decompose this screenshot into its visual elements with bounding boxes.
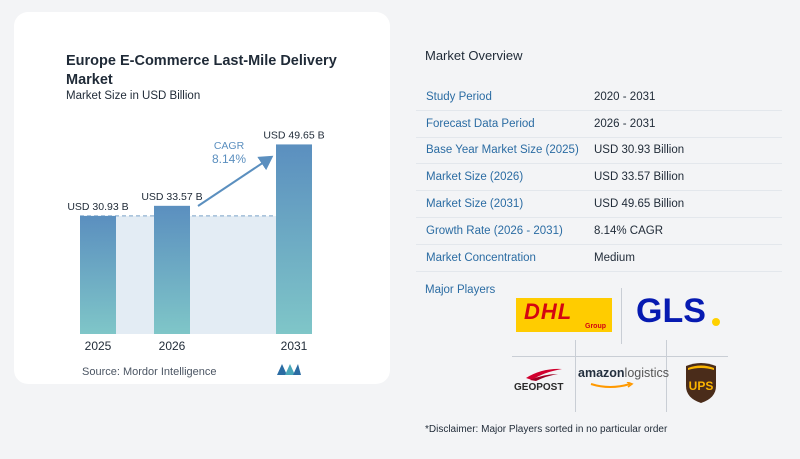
disclaimer: *Disclaimer: Major Players sorted in no … <box>425 424 668 435</box>
tick-label-2031: 2031 <box>281 339 308 353</box>
dhl-logo-text: DHL <box>524 299 573 324</box>
table-row: Market Concentration Medium <box>416 245 782 272</box>
tick-label-2025: 2025 <box>85 339 112 353</box>
cagr-label: CAGR <box>214 140 245 152</box>
logo-divider <box>512 356 728 357</box>
amazon-logistics-text: logistics <box>624 366 670 380</box>
bar-2026 <box>154 205 190 334</box>
bar-chart: USD 30.93 B 2025 USD 33.57 B 2026 USD 49.65 … <box>67 129 324 353</box>
amazon-logistics-logo: amazonlogistics <box>578 366 669 380</box>
row-label: Market Size (2026) <box>426 171 524 184</box>
table-row: Growth Rate (2026 - 2031) 8.14% CAGR <box>416 218 782 245</box>
row-label: Market Size (2031) <box>426 198 524 211</box>
row-value: USD 49.65 Billion <box>594 198 685 211</box>
table-row: Study Period 2020 - 2031 <box>416 84 782 111</box>
tick-label-2026: 2026 <box>159 339 186 353</box>
dhl-logo-sub: Group <box>585 323 606 330</box>
chart-subtitle: Market Size in USD Billion <box>66 90 201 102</box>
row-value: USD 33.57 Billion <box>594 171 685 184</box>
cagr-arrow <box>197 155 274 207</box>
row-label: Base Year Market Size (2025) <box>426 144 579 157</box>
row-value: Medium <box>594 251 635 264</box>
ups-logo-text: UPS <box>689 379 714 393</box>
logo-divider <box>621 288 622 344</box>
gls-dot-icon <box>712 318 720 326</box>
row-value: USD 30.93 Billion <box>594 144 685 157</box>
ups-logo: UPS <box>686 363 716 403</box>
table-row: Market Size (2026) USD 33.57 Billion <box>416 164 782 192</box>
row-value: 2026 - 2031 <box>594 117 656 130</box>
amazon-smile-icon <box>590 382 634 388</box>
geopost-logo: GEOPOST <box>514 382 564 393</box>
gls-logo: GLS <box>636 292 706 330</box>
source-note: Source: Mordor Intelligence <box>82 366 217 378</box>
row-label: Growth Rate (2026 - 2031) <box>426 224 563 237</box>
row-value: 2020 - 2031 <box>594 90 656 103</box>
row-value: 8.14% CAGR <box>594 224 664 237</box>
row-label: Market Concentration <box>426 251 536 264</box>
major-players-title: Major Players <box>425 284 496 296</box>
row-label: Forecast Data Period <box>426 117 535 130</box>
amazon-logo-text: amazon <box>578 366 625 380</box>
data-label-2031: USD 49.65 B <box>263 129 324 141</box>
data-label-2026: USD 33.57 B <box>141 191 202 203</box>
table-row: Forecast Data Period 2026 - 2031 <box>416 111 782 138</box>
dhl-logo: DHL Group <box>516 298 612 332</box>
logo-divider <box>666 340 667 412</box>
table-row: Base Year Market Size (2025) USD 30.93 B… <box>416 138 782 165</box>
bar-2031 <box>276 144 312 334</box>
forecast-shade <box>80 215 312 334</box>
logo-divider <box>575 340 576 412</box>
chart-title: Europe E-Commerce Last-Mile Delivery Mar… <box>66 53 337 88</box>
cagr-value: 8.14% <box>212 152 246 166</box>
market-overview-table: Study Period 2020 - 2031 Forecast Data P… <box>416 84 782 272</box>
bar-2025 <box>80 215 116 334</box>
market-overview-title: Market Overview <box>425 48 523 63</box>
row-label: Study Period <box>426 90 492 103</box>
table-row: Market Size (2031) USD 49.65 Billion <box>416 191 782 218</box>
geopost-swoosh-icon <box>526 368 562 381</box>
data-label-2025: USD 30.93 B <box>67 201 128 213</box>
mordor-logo-icon <box>277 364 301 375</box>
